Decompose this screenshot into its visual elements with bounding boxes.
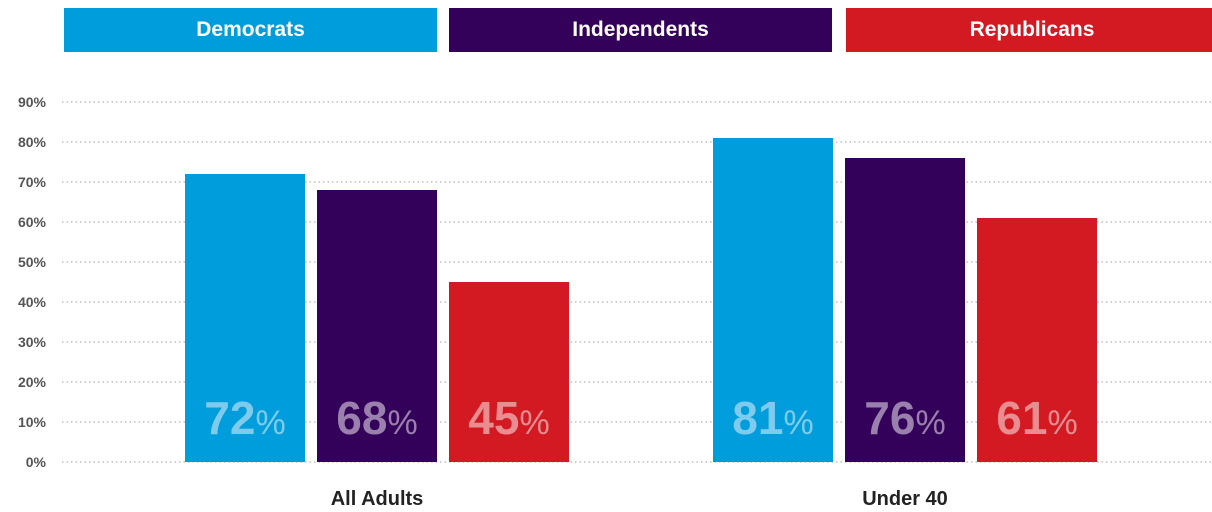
- legend-independents: Independents: [449, 8, 832, 52]
- data-label-value: 72: [204, 392, 255, 444]
- y-tick-label: 90%: [18, 94, 47, 110]
- data-label-value: 45: [468, 392, 519, 444]
- legend-republicans: Republicans: [846, 8, 1212, 52]
- data-label-value: 76: [864, 392, 915, 444]
- y-tick-label: 50%: [18, 254, 47, 270]
- y-tick-label: 0%: [26, 454, 47, 470]
- data-label: 68%: [336, 392, 417, 444]
- bar-independents-all-adults: [317, 190, 437, 462]
- bar-republicans-all-adults: [449, 282, 569, 462]
- y-tick-label: 80%: [18, 134, 47, 150]
- data-label-value: 68: [336, 392, 387, 444]
- data-label-value: 61: [996, 392, 1047, 444]
- y-tick-label: 70%: [18, 174, 47, 190]
- y-tick-label: 30%: [18, 334, 47, 350]
- bar-republicans-under-40: [977, 218, 1097, 462]
- legend-democrats: Democrats: [64, 8, 437, 52]
- x-category-label: All Adults: [331, 488, 424, 510]
- data-label: 45%: [468, 392, 549, 444]
- x-category-label: Under 40: [862, 488, 948, 510]
- data-label-suffix: %: [915, 404, 945, 442]
- data-label-suffix: %: [387, 404, 417, 442]
- y-tick-label: 60%: [18, 214, 47, 230]
- data-label-suffix: %: [255, 404, 285, 442]
- data-label-value: 81: [732, 392, 783, 444]
- bar-independents-under-40: [845, 158, 965, 462]
- bar-democrats-under-40: [713, 138, 833, 462]
- data-label: 61%: [996, 392, 1077, 444]
- data-label-suffix: %: [1047, 404, 1077, 442]
- data-label: 72%: [204, 392, 285, 444]
- y-tick-label: 20%: [18, 374, 47, 390]
- y-tick-label: 40%: [18, 294, 47, 310]
- data-label-suffix: %: [783, 404, 813, 442]
- bar-democrats-all-adults: [185, 174, 305, 462]
- data-label: 76%: [864, 392, 945, 444]
- y-tick-label: 10%: [18, 414, 47, 430]
- data-label-suffix: %: [519, 404, 549, 442]
- data-label: 81%: [732, 392, 813, 444]
